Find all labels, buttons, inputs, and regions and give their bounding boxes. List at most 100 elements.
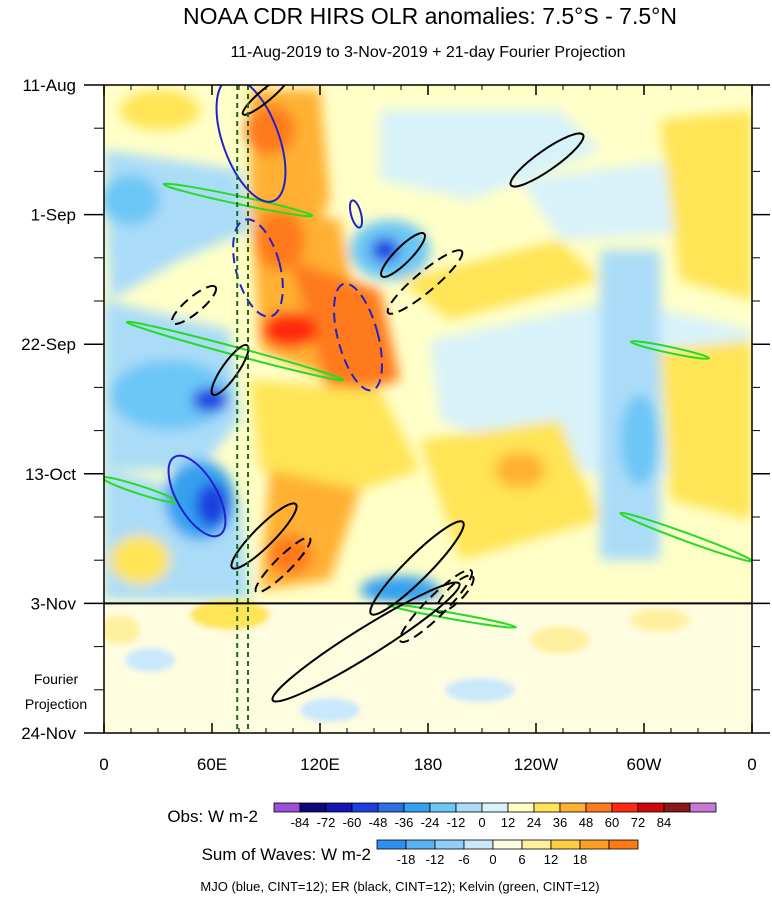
colorbar-box [689,802,717,813]
mjo-contour [215,85,287,203]
colorbar-box [492,839,523,850]
chart-title: NOAA CDR HIRS OLR anomalies: 7.5°S - 7.5… [183,3,677,29]
colorbar-box [299,802,327,813]
er-contour [369,520,465,616]
colorbar-tick-label: -6 [458,852,470,867]
y-tick-label: 11-Aug [22,76,76,95]
neg-anomaly-patch [380,110,600,200]
er-contour [254,536,312,594]
colorbar-box [405,839,436,850]
colorbar-box [463,839,494,850]
er-contour [398,568,474,644]
colorbar-tick-label: -12 [447,815,466,830]
obs-colorbar: -84 -72 -60 -48 -36 -24 -12 0 12 24 36 48 60 72 84 [273,802,717,830]
colorbar-box [550,839,581,850]
reference-lines [236,85,249,733]
pos-anomaly-patch [262,312,318,348]
x-tick-label: 60E [197,755,227,774]
er-contour [230,502,298,570]
er-contour [380,232,426,278]
colorbar-tick-label: -84 [291,815,310,830]
colorbar-tick-label: 84 [657,815,671,830]
pos-anomaly-patch [290,260,400,400]
colorbar-tick-label: -18 [397,852,416,867]
colorbar-tick-label: 12 [544,852,558,867]
pos-anomaly-patch [660,340,752,520]
contour-legend: MJO (blue, CINT=12); ER (black, CINT=12)… [200,879,599,894]
x-tick-label: 0 [747,755,756,774]
colorbar-tick-label: -36 [395,815,414,830]
pos-anomaly-patch [420,420,600,560]
neg-anomaly-patch [620,395,660,485]
colorbar-box [611,802,639,813]
pos-anomaly-patch [190,600,270,630]
kelvin-contour [125,320,345,382]
y-tick-label: 13-Oct [25,465,76,484]
obs-anomaly-field [104,90,752,604]
neg-anomaly-patch [125,648,175,672]
colorbar-box [455,802,483,813]
colorbar-tick-label: 6 [518,852,525,867]
x-tick-label: 0 [99,755,108,774]
colorbar-box [663,802,691,813]
colorbar-tick-label: 48 [579,815,593,830]
colorbar-tick-label: 24 [527,815,541,830]
pos-anomaly-patch [530,626,590,654]
colorbar-box [325,802,353,813]
neg-anomaly-patch [104,175,160,225]
y-tick-label: 1-Sep [31,206,76,225]
colorbar-box [521,839,552,850]
colorbar-box [403,802,431,813]
colorbar-tick-label: -12 [426,852,445,867]
pos-anomaly-patch [245,105,295,155]
mjo-contours [167,85,383,538]
y-axis: 11-Aug 1-Sep 22-Sep 13-Oct 3-Nov 24-Nov [21,76,770,743]
y-tick-label: 3-Nov [31,594,77,613]
colorbar-box [434,839,465,850]
colorbar-box [429,802,457,813]
er-contour [386,249,464,315]
colorbar-box [273,802,301,813]
colorbar-box [608,839,639,850]
kelvin-contour [386,603,518,629]
er-contour [435,574,475,614]
y-tick-label: 22-Sep [21,335,76,354]
er-contour [509,132,585,188]
colorbar-box [533,802,561,813]
plot-area [104,85,752,733]
colorbar-box [637,802,665,813]
er-contour [241,85,291,116]
neg-anomaly-patch [445,678,515,702]
pos-anomaly-patch [660,110,752,300]
colorbar-box [559,802,587,813]
colorbar-box [585,802,613,813]
chart-subtitle: 11-Aug-2019 to 3-Nov-2019 + 21-day Fouri… [230,44,625,61]
x-axis: 0 60E 120E 180 120W 60W 0 [99,85,757,774]
er-contours [170,85,585,703]
mjo-contour [232,218,284,318]
colorbar-tick-label: -72 [317,815,336,830]
pos-anomaly-patch [120,90,200,130]
colorbar-box [579,839,610,850]
colorbar-tick-label: 0 [489,852,496,867]
er-contour [170,284,218,326]
x-tick-label: 120W [514,755,558,774]
colorbar-box [377,802,405,813]
er-contour [271,581,461,703]
pos-anomaly-patch [400,240,600,320]
kelvin-contour [629,340,711,360]
colorbar-tick-label: -48 [369,815,388,830]
projection-field [104,600,752,733]
projection-label-line1: Fourier [34,671,79,687]
mjo-contour [333,282,383,392]
neg-anomaly-patch [110,360,230,430]
pos-anomaly-patch [104,615,140,645]
colorbar-tick-label: -24 [421,815,440,830]
projection-label-line2: Projection [25,696,87,712]
pos-anomaly-patch [495,452,545,488]
colorbar-tick-label: 0 [478,815,485,830]
neg-anomaly-patch [300,698,360,722]
mjo-contour [167,454,227,538]
colorbar-tick-label: 12 [501,815,515,830]
